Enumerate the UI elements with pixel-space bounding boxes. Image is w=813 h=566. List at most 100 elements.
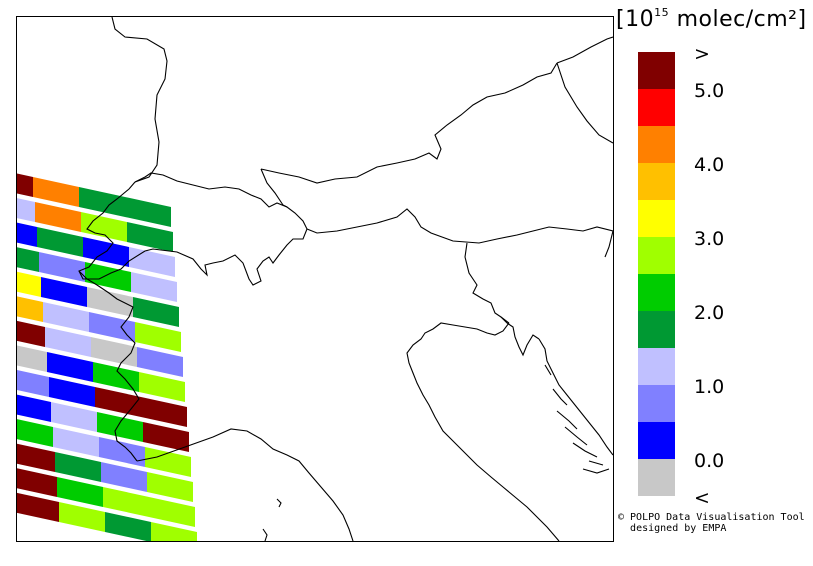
corsica-tip (262, 528, 268, 541)
swath-row (17, 345, 185, 402)
swath-row (17, 173, 171, 227)
legend-swatch (638, 163, 675, 200)
swath-pixel (17, 271, 41, 297)
swath-row (17, 419, 191, 477)
swath-row (17, 370, 187, 427)
swath-pixel (135, 322, 181, 352)
swath-pixel (57, 477, 103, 507)
swath-pixel (17, 345, 47, 372)
croatia-coast (538, 338, 613, 456)
france-germany-border (111, 17, 168, 183)
swath-pixel (147, 472, 193, 502)
swath-row (17, 394, 189, 452)
swath-row (17, 296, 181, 352)
swath-pixel (103, 487, 149, 517)
austria-hungary-slovenia-border (604, 230, 613, 258)
swath-pixel (17, 198, 35, 222)
legend-swatch (638, 237, 675, 274)
swath-pixel (133, 297, 179, 327)
legend-tick-label: 3.0 (694, 228, 725, 250)
country-borders (78, 17, 613, 541)
swath-pixel (45, 327, 91, 357)
legend-tick-label: 5.0 (694, 80, 725, 102)
map-panel (16, 16, 614, 542)
swath-pixel (17, 247, 39, 272)
switzerland-border (78, 172, 308, 286)
swath-row (17, 271, 179, 327)
swath-pixel (49, 377, 95, 407)
credit-line-1: © POLPO Data Visualisation Tool (618, 512, 805, 523)
legend-tick-label: < (694, 487, 710, 509)
legend-swatch (638, 200, 675, 237)
swath-pixel (127, 222, 173, 252)
swath-pixel (53, 427, 99, 457)
swath-pixel (17, 468, 57, 497)
swath-pixel (41, 277, 87, 307)
legend-tick-label: 0.0 (694, 450, 725, 472)
legend-swatch (638, 89, 675, 126)
swath-pixel (97, 412, 143, 442)
swath-pixel (17, 222, 37, 247)
legend-swatch (638, 459, 675, 496)
swath-pixel (17, 370, 49, 397)
swath-pixel (59, 502, 105, 532)
legend-swatch (638, 348, 675, 385)
austria-italy-border (306, 208, 613, 244)
swath-pixel (81, 212, 127, 242)
swath-pixel (139, 372, 185, 402)
swath-pixel (95, 387, 141, 417)
swath-pixel (17, 492, 59, 522)
swath-pixel (145, 447, 191, 477)
swath-pixel (131, 272, 177, 302)
france-italy-border (78, 270, 140, 462)
swath-pixel (93, 362, 139, 392)
swath-pixel (35, 202, 81, 232)
swath-pixel (33, 177, 79, 207)
swath-pixel (17, 320, 45, 347)
legend-swatch (638, 52, 675, 89)
legend-swatch (638, 311, 675, 348)
legend-swatch (638, 126, 675, 163)
swath-row (17, 222, 175, 277)
swath-pixel (79, 187, 125, 217)
swath-row (17, 198, 173, 252)
swath-pixel (17, 443, 55, 472)
swath-pixel (87, 287, 133, 317)
map-canvas (17, 17, 613, 541)
swath-pixel (129, 247, 175, 277)
swath-pixel (105, 512, 151, 541)
credit-text: © POLPO Data Visualisation Tool designed… (618, 512, 805, 534)
italy-west-coast (136, 428, 354, 541)
italy-slovenia-border (464, 242, 510, 324)
elba-island (276, 498, 282, 508)
swath-row (17, 320, 183, 377)
legend-title: [1015 molec/cm²] (616, 6, 807, 32)
swath-pixel (99, 437, 145, 467)
legend-swatch (638, 422, 675, 459)
swath-pixel (17, 394, 51, 422)
legend-swatch (638, 385, 675, 422)
swath-pixel (43, 302, 89, 332)
swath-pixel (89, 312, 135, 342)
germany-czech-border (556, 36, 613, 64)
swath-pixel (151, 522, 197, 541)
austria-czech-border (556, 62, 613, 144)
swath-pixel (125, 197, 171, 227)
swath-pixel (51, 402, 97, 432)
swath-pixel (141, 397, 187, 427)
legend-tick-label: 2.0 (694, 302, 725, 324)
germany-austria-border (260, 62, 558, 208)
swath-row (17, 443, 193, 502)
italy-adriatic-coast (406, 322, 560, 541)
legend-swatch (638, 274, 675, 311)
swath-pixel (39, 252, 85, 282)
legend-tick-label: 1.0 (694, 376, 725, 398)
swath-pixel (17, 419, 53, 447)
swath-pixel (137, 347, 183, 377)
swath-pixel (37, 227, 83, 257)
swath-pixel (143, 422, 189, 452)
swath-pixel (55, 452, 101, 482)
swath-pixel (47, 352, 93, 382)
istria-coast (500, 316, 540, 357)
swath-pixel (91, 337, 137, 367)
